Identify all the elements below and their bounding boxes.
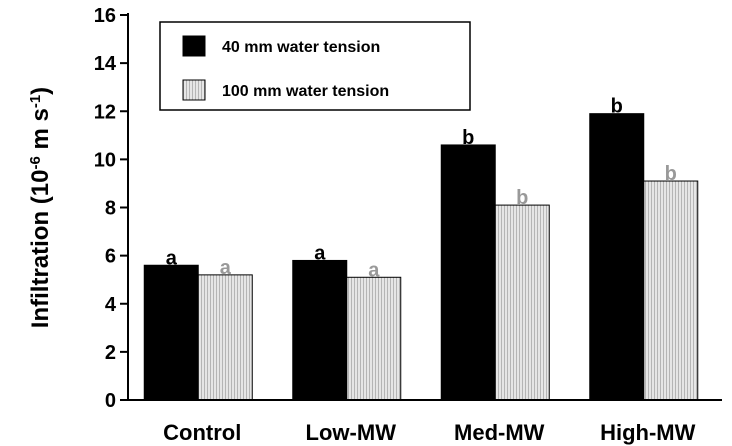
y-tick-label: 10 [94,149,116,171]
bar [346,276,402,401]
legend-label: 100 mm water tension [222,83,389,100]
y-axis-label-part: ) [27,87,54,95]
y-tick-label: 2 [105,342,116,364]
bar [494,204,550,401]
legend-swatch [182,79,206,101]
bar [589,113,645,401]
x-tick-label: Low-MW [306,420,397,445]
y-tick-label: 12 [94,101,116,123]
legend-label: 40 mm water tension [222,39,380,56]
bar-letter: a [166,247,178,269]
y-axis-label-part: -1 [27,95,44,108]
bar [197,274,253,401]
y-tick-label: 8 [105,198,116,220]
bar-letter: b [516,187,528,209]
x-tick-label: Control [163,420,241,445]
bar-letter: a [220,257,232,279]
x-tick-label: High-MW [600,420,696,445]
y-tick-label: 16 [94,5,116,27]
legend-swatch [182,35,206,57]
y-tick-label: 6 [105,246,116,268]
bar-letter: a [368,259,380,281]
bar [643,180,699,401]
y-tick-label: 14 [94,53,117,75]
y-axis-label-part: -6 [27,156,44,169]
bar-letter: b [611,96,623,118]
x-tick-label: Med-MW [454,420,545,445]
y-axis-label-part: m s [27,108,54,156]
bar-letter: b [462,127,474,149]
bar-letter: a [314,242,326,264]
y-axis-label: Infiltration (10-6 m s-1) [27,87,55,328]
bar [292,259,348,401]
bar [143,264,199,401]
bar [440,144,496,401]
legend-box [159,21,471,111]
bar-letter: b [665,163,677,185]
y-axis-label-part: Infiltration (10 [27,170,54,329]
y-tick-label: 4 [105,294,117,316]
y-tick-label: 0 [105,390,116,412]
